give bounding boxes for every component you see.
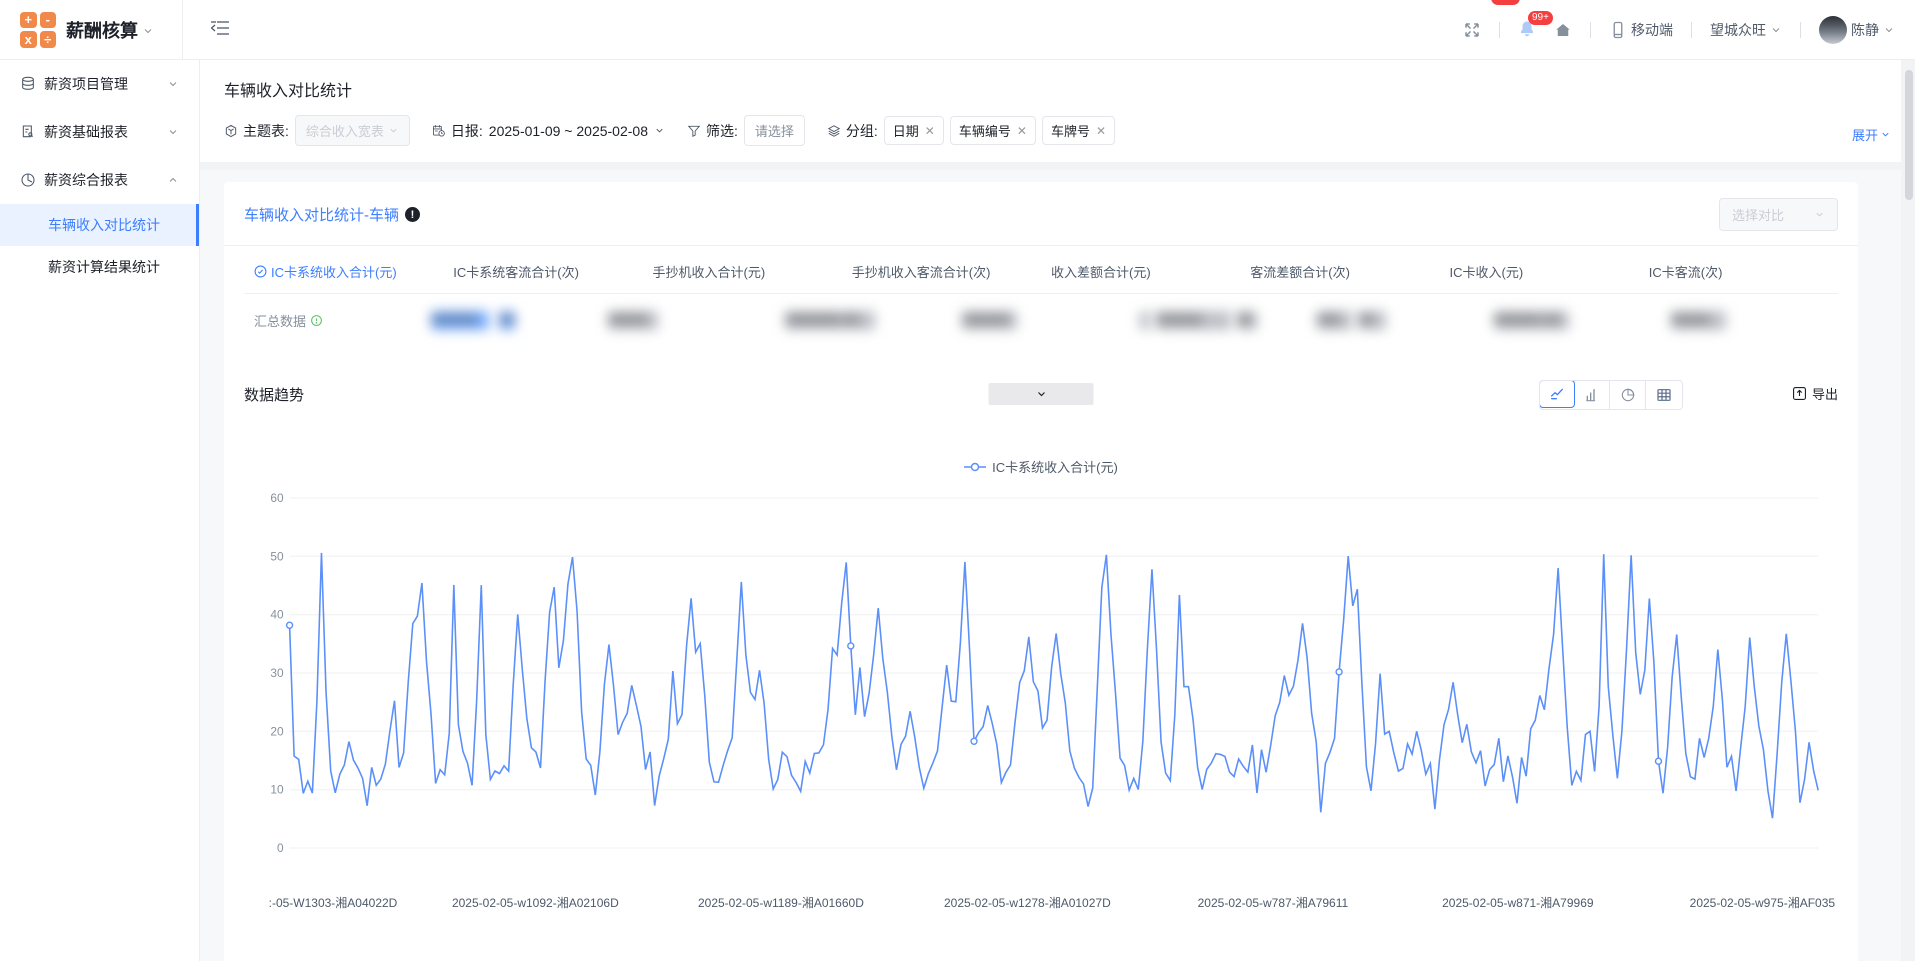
svg-text:0: 0 [277, 841, 284, 855]
svg-text:50: 50 [270, 549, 284, 563]
svg-text:20: 20 [270, 724, 284, 738]
svg-text:10: 10 [270, 783, 284, 797]
svg-text:40: 40 [270, 608, 284, 622]
svg-text:30: 30 [270, 666, 284, 680]
svg-text:60: 60 [270, 491, 284, 505]
